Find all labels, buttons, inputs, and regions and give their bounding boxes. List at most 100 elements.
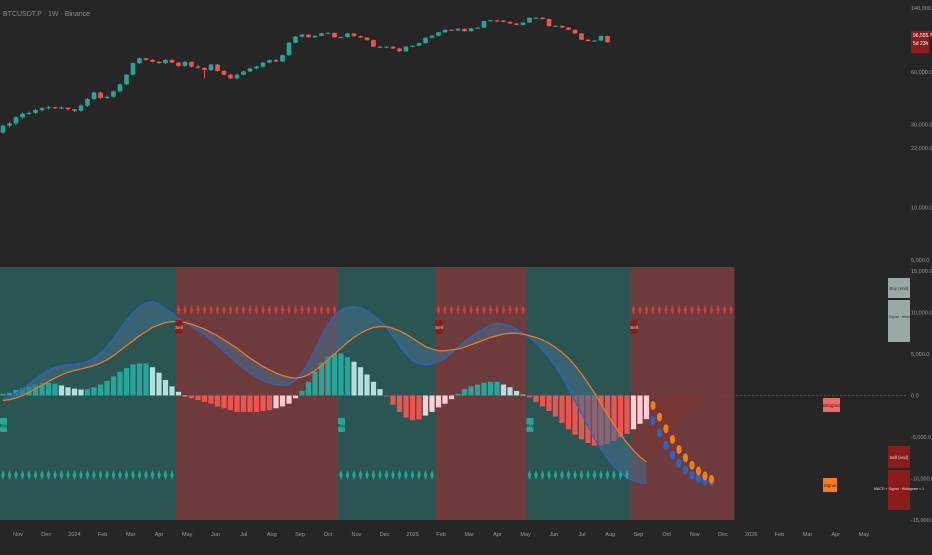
bull-diamond — [163, 470, 168, 480]
buy-marker — [0, 418, 7, 432]
buy-marker — [338, 418, 345, 432]
x-axis-tick: Feb — [436, 532, 445, 538]
bear-diamond — [709, 305, 714, 315]
histogram-bar — [305, 381, 312, 396]
histogram-bar — [494, 381, 500, 396]
histogram-forecast-bar — [695, 395, 702, 405]
bull-diamond — [131, 470, 135, 480]
histogram-bar — [299, 390, 305, 396]
buy-marker-label: Buy — [338, 423, 347, 428]
bear-diamond — [508, 305, 512, 315]
bear-diamond — [651, 305, 655, 315]
bull-diamond — [625, 470, 629, 480]
histogram-bar — [325, 356, 331, 396]
bull-diamond — [345, 470, 350, 480]
histogram-bar — [65, 387, 71, 396]
bull-diamond — [170, 470, 174, 480]
histogram-bar — [533, 395, 539, 402]
legend-top-label-1: Buy (end) — [890, 286, 909, 291]
histogram-bar — [500, 384, 507, 396]
candle-body — [0, 125, 6, 133]
bull-diamond — [371, 470, 376, 480]
candle-body — [124, 74, 129, 85]
candle-body — [416, 43, 422, 46]
x-axis-tick: Aug — [605, 532, 615, 538]
histogram-bar — [624, 395, 630, 434]
histogram-bar — [617, 395, 624, 438]
forecast-macd-dot — [689, 470, 695, 480]
candle-body — [143, 58, 149, 60]
candle-body — [514, 23, 519, 25]
candle-body — [163, 59, 168, 64]
histogram-bar — [526, 395, 533, 398]
forecast-signal-dot — [676, 444, 682, 454]
bear-diamond — [261, 305, 265, 315]
histogram-forecast-bar — [708, 389, 715, 396]
bear-diamond — [287, 305, 291, 315]
bull-diamond — [586, 470, 590, 480]
histogram-bar — [97, 384, 104, 396]
histogram-bar — [195, 395, 201, 401]
histogram-bar — [286, 395, 292, 404]
x-axis-tick: May — [182, 532, 193, 538]
bear-diamond — [274, 305, 278, 315]
candle-body — [241, 71, 246, 75]
bull-diamond — [59, 470, 64, 480]
bull-diamond — [378, 470, 382, 480]
candle-body — [26, 112, 32, 114]
candle-body — [410, 45, 415, 47]
candle-body — [156, 61, 162, 64]
histogram-bar — [338, 353, 344, 396]
histogram-bar — [6, 392, 13, 396]
histogram-bar — [370, 381, 377, 396]
bull-diamond — [137, 470, 142, 480]
price-axis-tick: 60,000.0 — [911, 70, 932, 76]
histogram-bar — [84, 389, 91, 396]
candle-body — [306, 34, 311, 38]
x-axis-tick: 2025 — [407, 532, 419, 538]
histogram-bar — [487, 381, 494, 396]
x-axis-tick: Nov — [13, 532, 23, 538]
candle-body — [566, 27, 571, 30]
candle-body — [254, 66, 259, 69]
histogram-end-label: Histogram — [821, 403, 842, 408]
histogram-bar — [162, 379, 169, 396]
candle-body — [293, 36, 298, 43]
bear-diamond — [183, 305, 187, 315]
candle-body — [130, 63, 136, 75]
bear-diamond — [443, 305, 447, 315]
bear-diamond — [462, 305, 467, 315]
bull-diamond — [1, 470, 5, 480]
bear-diamond — [241, 305, 246, 315]
histogram-bar — [513, 390, 520, 396]
histogram-forecast-bar — [663, 395, 669, 442]
bull-diamond — [397, 470, 402, 480]
bear-diamond — [722, 305, 727, 315]
bear-diamond — [176, 305, 181, 315]
signal-end-label: Signal — [824, 483, 837, 488]
x-axis-tick: Feb — [775, 532, 784, 538]
bull-diamond — [105, 470, 109, 480]
histogram-forecast-bar — [689, 395, 695, 413]
bear-diamond — [495, 305, 499, 315]
candle-body — [137, 58, 142, 64]
bear-diamond — [436, 305, 441, 315]
legend-bottom-box-1 — [888, 446, 910, 468]
histogram-bar — [481, 382, 487, 396]
sell-marker — [435, 320, 443, 334]
sell-marker — [175, 320, 183, 334]
bull-diamond — [527, 470, 532, 480]
macd-axis-tick: -5,000.0 — [911, 435, 931, 441]
x-axis-tick: Nov — [690, 532, 700, 538]
candle-body — [189, 61, 194, 67]
forecast-signal-dot — [682, 453, 689, 463]
price-axis-tick: 5,000.0 — [911, 258, 929, 264]
candle-body — [46, 107, 51, 109]
candle-body — [280, 55, 285, 62]
bull-diamond — [410, 470, 415, 480]
bull-diamond — [618, 470, 623, 480]
x-axis-tick: Sep — [295, 532, 305, 538]
histogram-bar — [149, 367, 156, 396]
candle-body — [546, 19, 552, 27]
candle-body — [20, 113, 25, 118]
